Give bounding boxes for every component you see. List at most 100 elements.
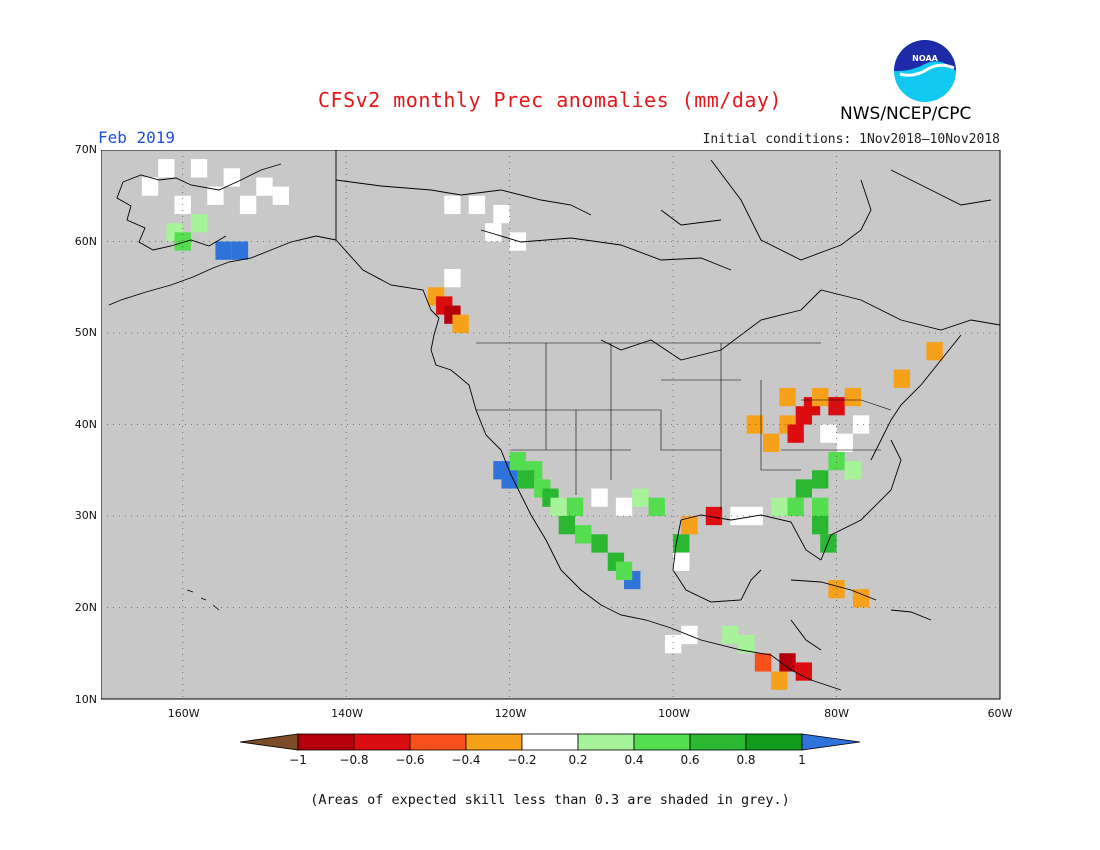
- map-title: CFSv2 monthly Prec anomalies (mm/day): [317, 88, 783, 112]
- anomaly-cell: [844, 387, 862, 407]
- anomaly-cell: [664, 634, 682, 654]
- anomaly-cell: [762, 433, 780, 452]
- colorbar-label: 0.2: [568, 753, 587, 767]
- anomaly-cell: [444, 195, 461, 215]
- colorbar-label: 1: [798, 753, 806, 767]
- skill-note: (Areas of expected skill less than 0.3 a…: [310, 792, 790, 808]
- anomaly-cell: [239, 195, 257, 215]
- anomaly-cells: [141, 159, 943, 690]
- forecast-month-label: Feb 2019: [98, 128, 176, 147]
- colorbar-swatch: [577, 733, 635, 751]
- anomaly-map: [101, 150, 1001, 700]
- anomaly-cell: [795, 662, 813, 681]
- map-background: [101, 150, 1001, 700]
- anomaly-cell: [444, 268, 461, 288]
- anomaly-cell: [771, 497, 788, 516]
- anomaly-cell: [501, 470, 518, 489]
- longitude-label: 120W: [494, 707, 527, 720]
- anomaly-cell: [926, 342, 943, 361]
- colorbar-label: −0.2: [507, 753, 536, 767]
- anomaly-cell: [493, 204, 510, 224]
- colorbar-low-arrow: [239, 733, 299, 751]
- anomaly-cell: [256, 177, 273, 196]
- anomaly-cell: [787, 424, 804, 443]
- anomaly-cell: [517, 470, 535, 489]
- anomaly-cell: [852, 589, 870, 608]
- anomaly-cell: [468, 195, 486, 215]
- colorbar-swatch: [297, 733, 355, 751]
- longitude-label: 60W: [987, 707, 1013, 720]
- anomaly-cell: [852, 415, 870, 434]
- colorbar-label: 0.8: [736, 753, 755, 767]
- anomaly-cell: [844, 461, 862, 480]
- anomaly-cell: [485, 223, 502, 242]
- initial-conditions-label: Initial conditions: 1Nov2018–10Nov2018: [702, 132, 1000, 147]
- anomaly-cell: [231, 241, 249, 260]
- colorbar-label: 0.6: [680, 753, 699, 767]
- anomaly-cell: [754, 653, 772, 672]
- colorbar: −1 −0.8 −0.6 −0.4 −0.2 0.2 0.4 0.6 0.8 1: [239, 733, 861, 767]
- latitude-label: 50N: [74, 326, 97, 340]
- colorbar-swatch: [465, 733, 523, 751]
- anomaly-cell: [190, 159, 208, 178]
- anomaly-cell: [452, 314, 469, 333]
- noaa-logo-text: NOAA: [912, 54, 938, 63]
- colorbar-label: 0.4: [624, 753, 643, 767]
- anomaly-cell: [828, 397, 845, 416]
- anomaly-cell: [509, 451, 526, 471]
- colorbar-high-arrow: [801, 733, 861, 751]
- anomaly-cell: [771, 671, 788, 690]
- colorbar-swatches: [239, 733, 861, 751]
- colorbar-labels: −1 −0.8 −0.6 −0.4 −0.2 0.2 0.4 0.6 0.8 1: [289, 753, 806, 767]
- anomaly-cell: [820, 424, 837, 443]
- anomaly-cell: [615, 497, 633, 516]
- anomaly-cell: [158, 159, 175, 178]
- latitude-label: 60N: [74, 234, 97, 248]
- anomaly-cell: [738, 634, 755, 654]
- anomaly-cell: [779, 653, 796, 672]
- anomaly-cell: [787, 497, 804, 516]
- colorbar-swatch: [745, 733, 803, 751]
- colorbar-swatch: [521, 733, 579, 751]
- anomaly-cell: [746, 415, 763, 434]
- latitude-label: 10N: [74, 692, 97, 706]
- anomaly-cell: [174, 232, 191, 251]
- anomaly-cell: [648, 497, 665, 516]
- anomaly-cell: [558, 516, 576, 535]
- anomaly-cell: [722, 625, 739, 645]
- agency-label: NWS/NCEP/CPC: [840, 104, 972, 124]
- colorbar-label: −0.6: [395, 753, 424, 767]
- anomaly-cell: [591, 534, 608, 553]
- anomaly-cell: [615, 561, 633, 581]
- colorbar-label: −0.8: [339, 753, 368, 767]
- colorbar-swatch: [689, 733, 747, 751]
- colorbar-swatch: [353, 733, 411, 751]
- colorbar-swatch: [409, 733, 467, 751]
- anomaly-cell: [681, 516, 698, 535]
- anomaly-cell: [141, 177, 159, 196]
- anomaly-cell: [893, 369, 911, 388]
- anomaly-cell: [795, 479, 813, 498]
- anomaly-cell: [215, 241, 232, 260]
- anomaly-cell: [812, 516, 829, 535]
- coastlines: [108, 150, 1001, 691]
- anomaly-cell: [190, 214, 208, 233]
- anomaly-cell: [207, 186, 224, 205]
- latitude-label: 40N: [74, 417, 97, 431]
- anomaly-cell: [779, 387, 796, 407]
- anomaly-cell: [673, 552, 690, 571]
- anomaly-cell: [812, 470, 829, 489]
- anomaly-cell: [632, 488, 649, 507]
- longitude-label: 140W: [331, 707, 364, 720]
- anomaly-cell: [575, 525, 592, 544]
- colorbar-label: −1: [289, 753, 307, 767]
- anomaly-cell: [812, 387, 829, 407]
- anomaly-cell: [550, 497, 567, 516]
- colorbar-swatch: [633, 733, 691, 751]
- longitude-label: 160W: [167, 707, 200, 720]
- anomaly-cell: [812, 497, 829, 516]
- anomaly-cell: [566, 497, 584, 516]
- anomaly-cell: [272, 186, 289, 205]
- longitude-label: 100W: [658, 707, 690, 720]
- noaa-logo-icon: NOAA: [894, 40, 956, 102]
